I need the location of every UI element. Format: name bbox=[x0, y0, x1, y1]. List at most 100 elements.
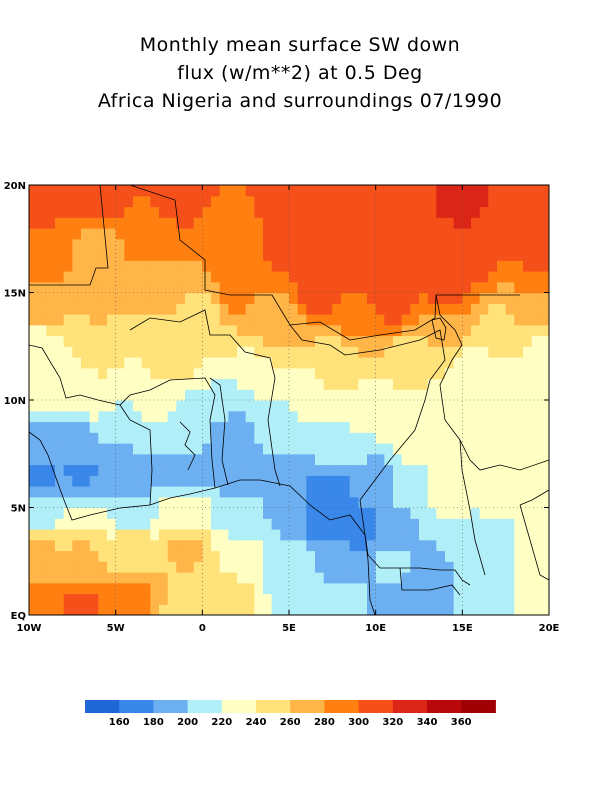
flux-cell bbox=[497, 249, 507, 261]
flux-cell bbox=[323, 357, 333, 369]
flux-cell bbox=[375, 421, 385, 433]
flux-cell bbox=[55, 324, 65, 337]
flux-cell bbox=[488, 464, 498, 476]
flux-cell bbox=[367, 410, 377, 423]
flux-cell bbox=[393, 421, 403, 433]
flux-cell bbox=[384, 195, 394, 208]
flux-cell bbox=[332, 292, 342, 304]
flux-cell bbox=[63, 518, 73, 530]
flux-cell bbox=[289, 486, 299, 498]
flux-cell bbox=[193, 529, 203, 541]
flux-cell bbox=[81, 496, 91, 509]
flux-cell bbox=[393, 582, 403, 595]
flux-cell bbox=[514, 314, 524, 326]
flux-cell bbox=[323, 443, 333, 455]
flux-cell bbox=[401, 292, 411, 304]
flux-cell bbox=[349, 314, 359, 326]
flux-cell bbox=[107, 561, 117, 573]
flux-cell bbox=[531, 453, 541, 466]
flux-cell bbox=[531, 539, 541, 552]
flux-cell bbox=[150, 292, 160, 304]
flux-cell bbox=[427, 271, 437, 283]
flux-cell bbox=[81, 582, 91, 595]
flux-cell bbox=[193, 593, 203, 605]
flux-cell bbox=[228, 432, 238, 444]
flux-cell bbox=[89, 324, 99, 337]
flux-cell bbox=[29, 303, 39, 315]
flux-cell bbox=[237, 453, 247, 466]
flux-cell bbox=[514, 400, 524, 412]
flux-cell bbox=[514, 281, 524, 294]
flux-cell bbox=[124, 206, 134, 218]
flux-cell bbox=[254, 367, 264, 380]
flux-cell bbox=[237, 582, 247, 595]
flux-cell bbox=[367, 400, 377, 412]
flux-cell bbox=[202, 561, 212, 573]
flux-cell bbox=[81, 238, 91, 251]
flux-cell bbox=[219, 271, 229, 283]
flux-cell bbox=[479, 486, 489, 498]
flux-cell bbox=[471, 496, 481, 509]
flux-cell bbox=[167, 593, 177, 605]
flux-cell bbox=[479, 249, 489, 261]
flux-cell bbox=[37, 324, 47, 337]
flux-cell bbox=[445, 400, 455, 412]
flux-cell bbox=[193, 550, 203, 562]
flux-cell bbox=[46, 314, 56, 326]
flux-cell bbox=[306, 292, 316, 304]
flux-cell bbox=[219, 593, 229, 605]
flux-cell bbox=[37, 464, 47, 476]
flux-cell bbox=[445, 389, 455, 401]
flux-cell bbox=[55, 357, 65, 369]
flux-cell bbox=[349, 561, 359, 573]
flux-cell bbox=[419, 367, 429, 380]
y-tick-label: EQ bbox=[11, 611, 26, 622]
flux-cell bbox=[107, 281, 117, 294]
flux-cell bbox=[393, 217, 403, 229]
flux-cell bbox=[297, 486, 307, 498]
flux-cell bbox=[453, 572, 463, 584]
flux-cell bbox=[72, 249, 82, 261]
flux-cell bbox=[176, 228, 186, 240]
flux-cell bbox=[436, 357, 446, 369]
flux-cell bbox=[514, 206, 524, 218]
flux-cell bbox=[245, 550, 255, 562]
flux-cell bbox=[349, 389, 359, 401]
flux-cell bbox=[323, 206, 333, 218]
flux-cell bbox=[289, 228, 299, 240]
flux-cell bbox=[445, 572, 455, 584]
flux-cell bbox=[63, 421, 73, 433]
flux-cell bbox=[427, 507, 437, 519]
flux-cell bbox=[211, 185, 221, 197]
flux-cell bbox=[427, 410, 437, 423]
flux-cell bbox=[280, 518, 290, 530]
flux-cell bbox=[419, 400, 429, 412]
flux-cell bbox=[98, 367, 108, 380]
flux-cell bbox=[81, 378, 91, 390]
flux-cell bbox=[150, 604, 160, 615]
flux-cell bbox=[289, 572, 299, 584]
flux-cell bbox=[37, 507, 47, 519]
flux-cell bbox=[193, 357, 203, 369]
flux-cell bbox=[488, 453, 498, 466]
flux-cell bbox=[89, 539, 99, 552]
flux-cell bbox=[193, 561, 203, 573]
flux-cell bbox=[384, 410, 394, 423]
flux-cell bbox=[393, 496, 403, 509]
flux-cell bbox=[219, 496, 229, 509]
flux-cell bbox=[211, 238, 221, 251]
flux-cell bbox=[193, 443, 203, 455]
flux-cell bbox=[228, 593, 238, 605]
flux-cell bbox=[228, 281, 238, 294]
flux-cell bbox=[393, 303, 403, 315]
flux-cell bbox=[202, 378, 212, 390]
flux-cell bbox=[245, 507, 255, 519]
map-title-line-1: Monthly mean surface SW down bbox=[139, 34, 461, 56]
colorbar-swatch bbox=[187, 700, 223, 713]
flux-cell bbox=[540, 249, 549, 261]
border-nigeria-east bbox=[289, 324, 446, 536]
flux-cell bbox=[349, 260, 359, 272]
flux-cell bbox=[341, 400, 351, 412]
flux-cell bbox=[445, 550, 455, 562]
flux-cell bbox=[107, 389, 117, 401]
